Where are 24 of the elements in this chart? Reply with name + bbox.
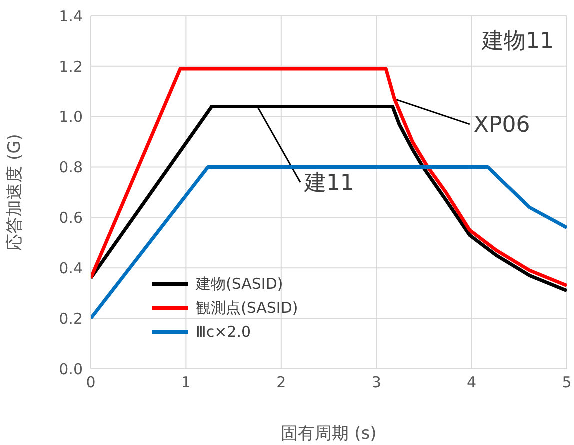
- y-tick-label: 0.4: [59, 259, 83, 278]
- x-tick-label: 5: [562, 374, 572, 392]
- y-axis-title: 応答加速度 (G): [5, 134, 26, 251]
- line-series: [91, 105, 567, 293]
- x-tick-label: 3: [372, 374, 382, 392]
- x-tick-label: 0: [86, 374, 96, 392]
- x-tick-label: 2: [276, 374, 286, 392]
- y-tick-label: 1.4: [59, 7, 83, 26]
- y-tick-label: 0.0: [59, 360, 83, 378]
- legend-label: 観測点(SASID): [196, 298, 298, 318]
- y-tick-label: 0.6: [59, 209, 83, 228]
- y-tick-label: 0.8: [59, 158, 83, 177]
- x-axis-title: 固有周期 (s): [281, 424, 377, 444]
- x-tick-label: 1: [181, 374, 191, 392]
- y-tick-label: 1.0: [59, 108, 83, 126]
- text: 建物11: [482, 28, 554, 56]
- x-tick-label: 4: [467, 374, 477, 392]
- y-tick-label: 0.2: [59, 310, 83, 328]
- legend-label: 建物(SASID): [196, 274, 284, 294]
- legend-label: Ⅲc×2.0: [196, 323, 252, 341]
- annotation: 建11: [303, 171, 354, 196]
- line-series: [91, 166, 567, 320]
- y-tick-label: 1.2: [59, 58, 83, 76]
- annotation: XP06: [474, 113, 530, 138]
